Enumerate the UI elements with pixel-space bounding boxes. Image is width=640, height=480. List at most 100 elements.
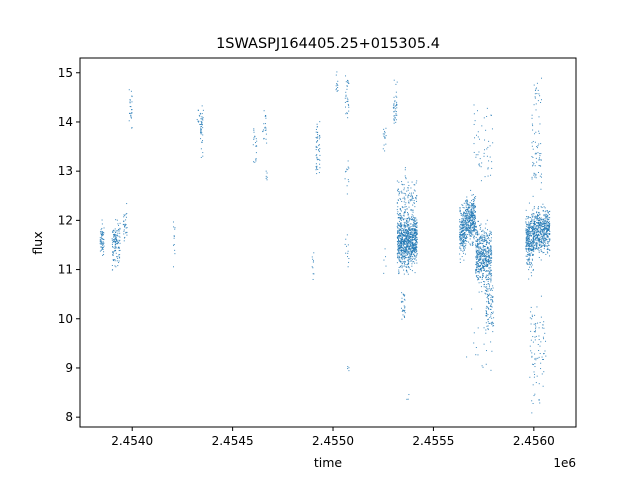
data-point bbox=[465, 212, 467, 214]
data-point bbox=[533, 323, 535, 325]
data-point bbox=[544, 217, 546, 219]
data-point bbox=[483, 249, 485, 251]
data-point bbox=[466, 356, 468, 358]
data-point bbox=[409, 229, 411, 231]
data-point bbox=[490, 272, 492, 274]
data-point bbox=[465, 233, 467, 235]
data-point bbox=[470, 230, 472, 232]
data-point bbox=[531, 242, 533, 244]
data-point bbox=[416, 229, 418, 231]
data-point bbox=[115, 250, 117, 252]
data-point bbox=[488, 322, 490, 324]
data-point bbox=[413, 222, 415, 224]
data-point bbox=[459, 210, 461, 212]
data-point bbox=[487, 235, 489, 237]
data-point bbox=[530, 244, 532, 246]
data-point bbox=[526, 262, 528, 264]
data-point bbox=[527, 216, 529, 218]
data-point bbox=[412, 209, 414, 211]
data-point bbox=[477, 254, 479, 256]
data-point bbox=[473, 221, 475, 223]
data-point bbox=[542, 242, 544, 244]
data-point bbox=[488, 242, 490, 244]
data-point bbox=[409, 238, 411, 240]
data-point bbox=[486, 289, 488, 291]
data-point bbox=[470, 222, 472, 224]
data-point bbox=[473, 223, 475, 225]
data-point bbox=[399, 237, 401, 239]
data-point bbox=[265, 133, 267, 135]
data-point bbox=[487, 264, 489, 266]
data-point bbox=[464, 245, 466, 247]
data-point bbox=[528, 278, 530, 280]
data-point bbox=[529, 239, 531, 241]
data-point bbox=[471, 222, 473, 224]
data-point bbox=[100, 240, 102, 242]
data-point bbox=[117, 241, 119, 243]
data-point bbox=[197, 109, 199, 111]
data-point bbox=[469, 220, 471, 222]
data-point bbox=[482, 246, 484, 248]
data-point bbox=[407, 189, 409, 191]
data-point bbox=[470, 214, 472, 216]
data-point bbox=[492, 142, 494, 144]
data-point bbox=[491, 161, 493, 163]
data-point bbox=[540, 362, 542, 364]
data-point bbox=[101, 246, 103, 248]
data-point bbox=[473, 216, 475, 218]
data-point bbox=[115, 235, 117, 237]
data-point bbox=[406, 232, 408, 234]
data-point bbox=[400, 246, 402, 248]
data-point bbox=[480, 257, 482, 259]
data-point bbox=[400, 222, 402, 224]
data-point bbox=[544, 215, 546, 217]
data-point bbox=[487, 314, 489, 316]
data-point bbox=[317, 134, 319, 136]
data-point bbox=[461, 220, 463, 222]
data-point bbox=[527, 234, 529, 236]
data-point bbox=[546, 233, 548, 235]
data-point bbox=[397, 235, 399, 237]
data-point bbox=[471, 214, 473, 216]
data-point bbox=[99, 241, 101, 243]
data-point bbox=[113, 239, 115, 241]
data-point bbox=[487, 329, 489, 331]
data-point bbox=[407, 253, 409, 255]
data-point bbox=[539, 213, 541, 215]
data-point bbox=[538, 159, 540, 161]
data-point bbox=[202, 127, 204, 129]
data-point bbox=[544, 238, 546, 240]
data-point bbox=[470, 203, 472, 205]
data-point bbox=[472, 241, 474, 243]
data-point bbox=[546, 223, 548, 225]
data-point bbox=[415, 240, 417, 242]
data-point bbox=[477, 264, 479, 266]
data-point bbox=[118, 246, 120, 248]
data-point bbox=[528, 249, 530, 251]
data-point bbox=[401, 217, 403, 218]
data-point bbox=[393, 79, 395, 81]
data-point bbox=[544, 350, 546, 352]
data-point bbox=[487, 265, 489, 267]
data-point bbox=[477, 256, 479, 258]
data-point bbox=[466, 227, 468, 229]
data-point bbox=[461, 231, 463, 233]
data-point bbox=[548, 225, 550, 227]
data-point bbox=[393, 111, 395, 113]
data-point bbox=[404, 258, 406, 260]
data-point bbox=[480, 253, 482, 255]
data-point bbox=[489, 272, 491, 274]
data-point bbox=[464, 234, 466, 236]
data-point bbox=[410, 233, 412, 235]
data-point bbox=[395, 119, 397, 121]
data-point bbox=[409, 249, 411, 251]
data-point bbox=[477, 131, 479, 133]
data-point bbox=[485, 257, 487, 259]
data-point bbox=[527, 230, 529, 232]
data-point bbox=[201, 116, 203, 118]
data-point bbox=[535, 88, 537, 90]
data-point bbox=[346, 112, 348, 114]
data-point bbox=[482, 275, 484, 277]
data-point bbox=[544, 228, 546, 230]
data-point bbox=[485, 261, 487, 263]
